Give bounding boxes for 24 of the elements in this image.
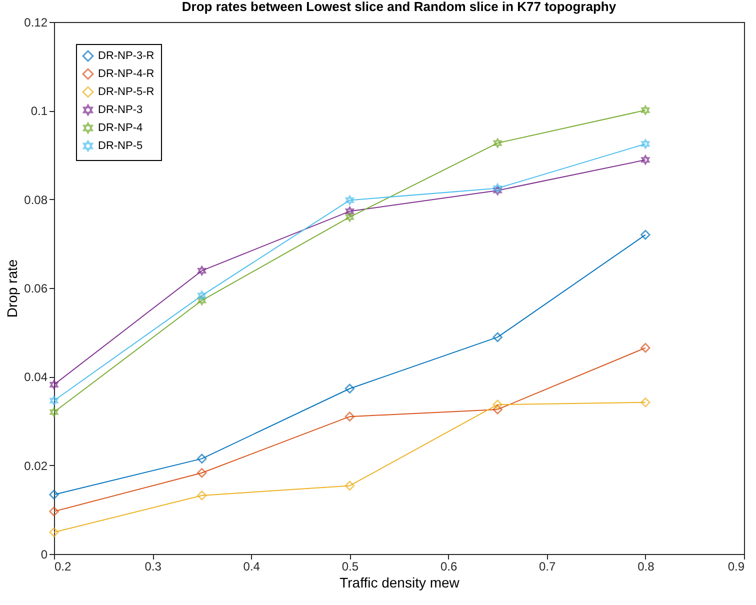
x-axis-title: Traffic density mew [340,574,460,590]
y-tick-label: 0.06 [24,282,48,296]
y-tick-label: 0.04 [24,370,48,384]
y-tick-label: 0.12 [24,16,48,30]
x-tick-label: 0.6 [440,560,458,574]
legend-label: DR-NP-3-R [98,50,154,62]
x-tick-label: 0.2 [54,560,72,574]
chart-title: Drop rates between Lowest slice and Random slice in K77 topography [182,0,617,14]
y-tick-label: 0.08 [24,192,48,207]
x-tick-label: 0.9 [728,560,745,574]
x-tick-label: 0.3 [144,560,162,574]
legend-label: DR-NP-5-R [98,86,154,98]
legend-label: DR-NP-3 [98,104,143,116]
y-axis-title: Drop rate [4,259,20,318]
x-tick-label: 0.7 [539,560,556,574]
x-tick-label: 0.5 [342,560,359,574]
y-tick-label: 0.02 [24,458,48,473]
legend-label: DR-NP-4-R [98,68,154,80]
y-tick-label: 0 [40,548,48,562]
y-tick-label: 0.1 [30,104,48,118]
x-tick-label: 0.4 [243,560,260,574]
legend-label: DR-NP-5 [98,140,143,152]
x-tick-label: 0.8 [638,560,655,574]
legend-label: DR-NP-4 [98,122,143,134]
